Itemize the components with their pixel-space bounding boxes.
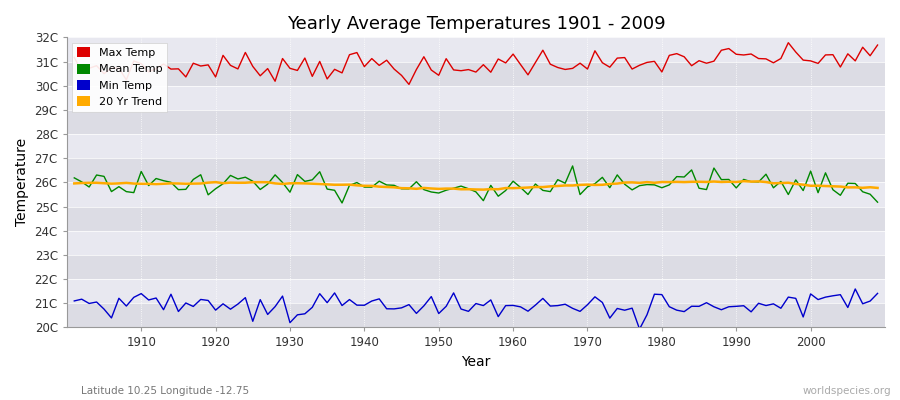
Legend: Max Temp, Mean Temp, Min Temp, 20 Yr Trend: Max Temp, Mean Temp, Min Temp, 20 Yr Tre… [72,43,167,112]
Bar [67,37,885,62]
Bar [67,206,885,231]
Bar [67,158,885,182]
Text: Latitude 10.25 Longitude -12.75: Latitude 10.25 Longitude -12.75 [81,386,249,396]
Text: worldspecies.org: worldspecies.org [803,386,891,396]
Bar [67,231,885,255]
Bar [67,279,885,303]
X-axis label: Year: Year [461,355,491,369]
Bar [67,110,885,134]
Bar [67,303,885,328]
Bar [67,255,885,279]
Title: Yearly Average Temperatures 1901 - 2009: Yearly Average Temperatures 1901 - 2009 [286,15,665,33]
Bar [67,62,885,86]
Bar [67,182,885,206]
Bar [67,134,885,158]
Y-axis label: Temperature: Temperature [15,138,29,226]
Bar [67,86,885,110]
